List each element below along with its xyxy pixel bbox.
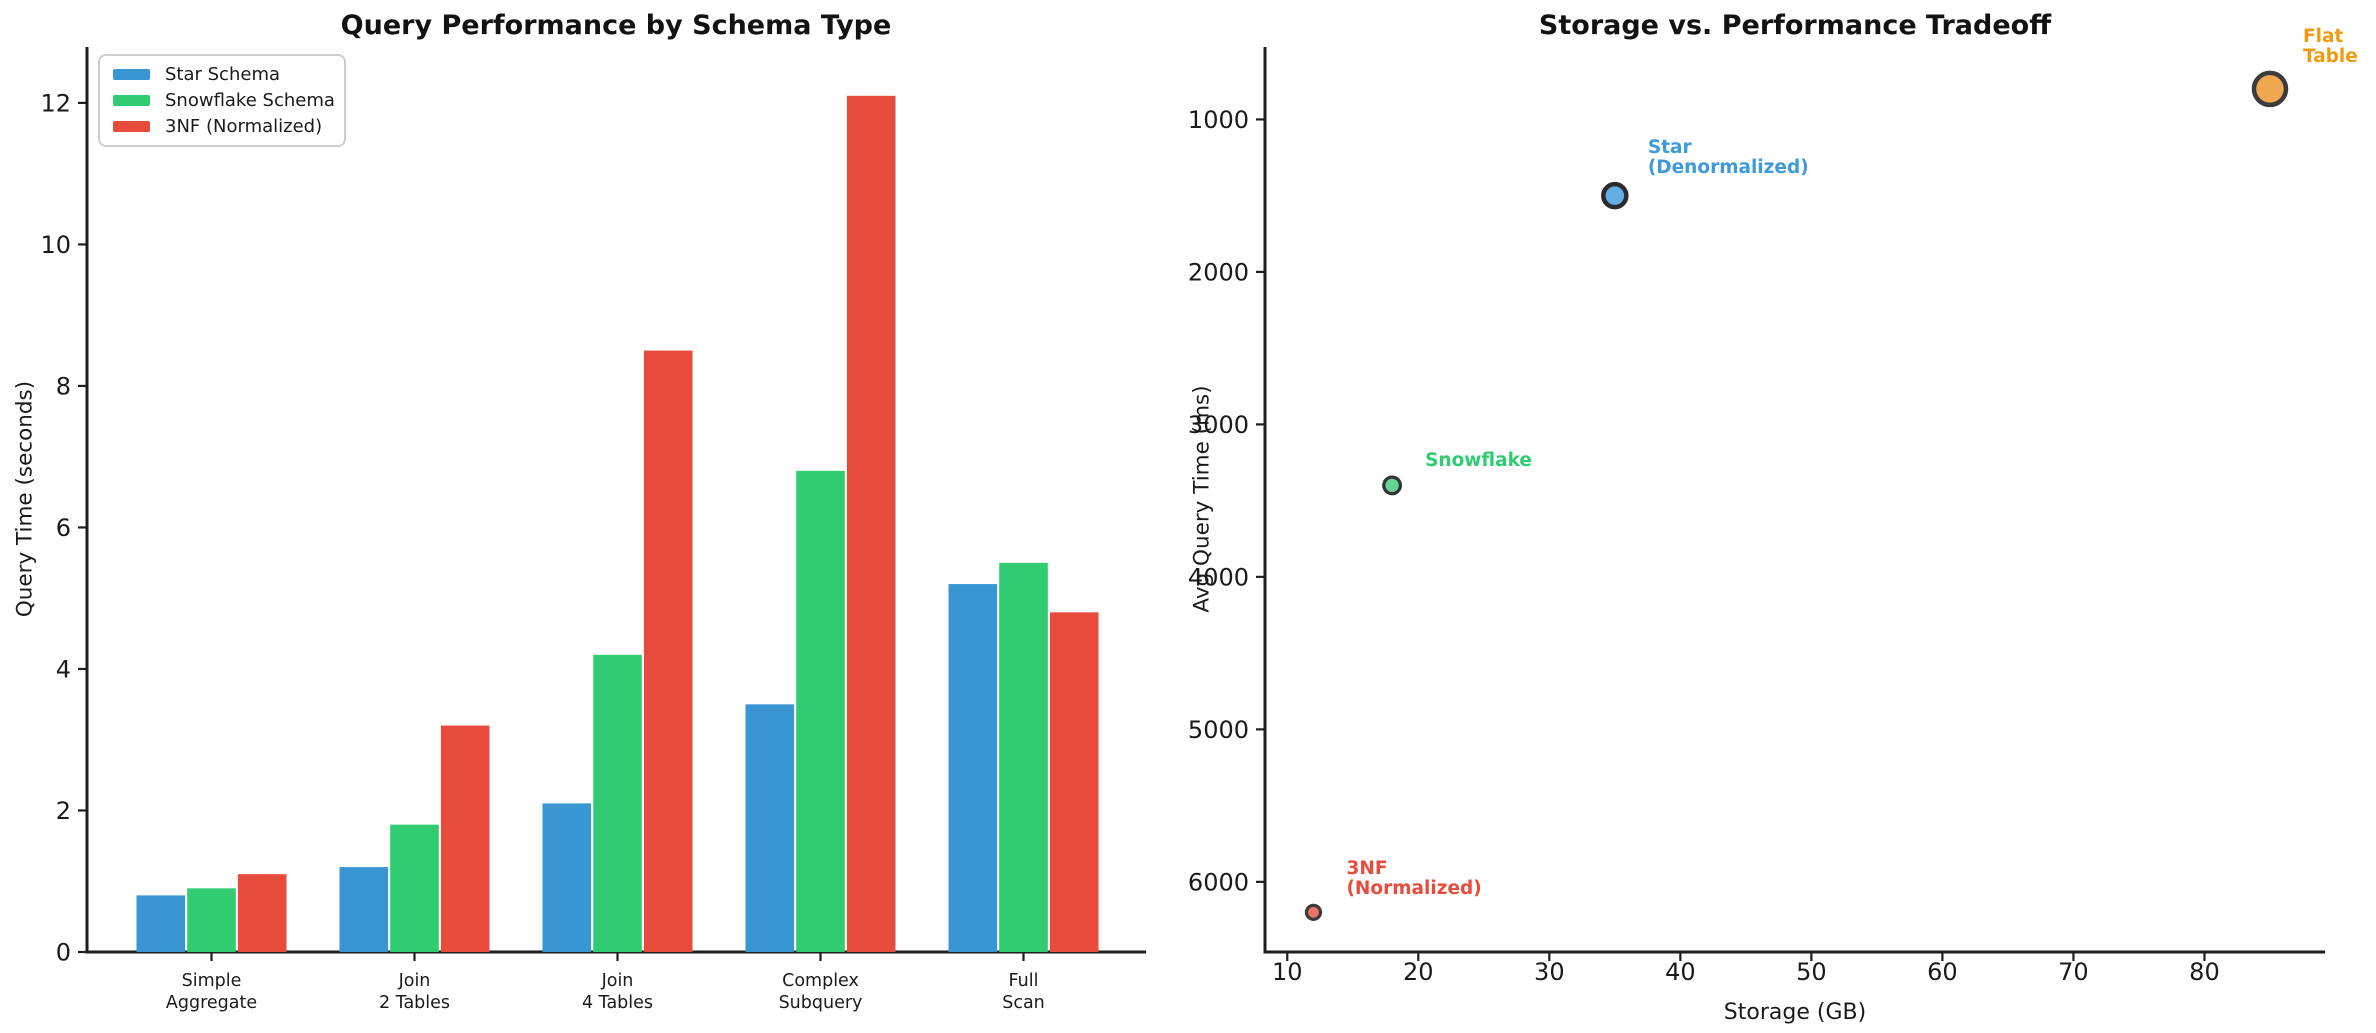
legend-label-snowflake-schema: Snowflake Schema xyxy=(165,90,335,111)
scatter-y-tick-label: 2000 xyxy=(1188,258,1249,286)
bar-y-tick-label: 6 xyxy=(56,514,71,542)
bar-y-tick-label: 10 xyxy=(40,231,71,259)
bar-3nf-normalized- xyxy=(846,95,896,952)
legend-item-star-schema: Star Schema xyxy=(113,64,331,85)
bar-snowflake-schema xyxy=(999,562,1048,952)
scatter-x-tick-label: 80 xyxy=(2189,958,2220,986)
scatter-y-axis-label: Avg Query Time (ms) xyxy=(1189,385,1215,613)
legend-item-3nf-normalized: 3NF (Normalized) xyxy=(113,116,331,137)
bar-snowflake-schema xyxy=(593,654,642,952)
bar-3nf-normalized- xyxy=(1049,612,1099,952)
scatter-y-tick-label: 3000 xyxy=(1188,411,1249,439)
legend-item-snowflake-schema: Snowflake Schema xyxy=(113,90,335,111)
bar-category-label: 2 Tables xyxy=(379,993,450,1013)
scatter-x-tick-label: 20 xyxy=(1403,958,1434,986)
bar-category-label: Subquery xyxy=(779,993,863,1013)
scatter-point-star xyxy=(1601,181,1629,210)
bar-y-tick-label: 0 xyxy=(56,939,71,967)
scatter-y-tick-label: 5000 xyxy=(1188,716,1249,744)
bar-chart-y-axis-label: Query Time (seconds) xyxy=(12,380,38,618)
bar-3nf-normalized- xyxy=(440,725,490,952)
bar-3nf-normalized- xyxy=(643,350,693,952)
scatter-x-tick-label: 70 xyxy=(2058,958,2089,986)
scatter-x-tick-label: 30 xyxy=(1534,958,1565,986)
scatter-point-label-3nf: 3NF (Normalized) xyxy=(1346,858,1482,900)
scatter-x-tick-label: 10 xyxy=(1272,958,1303,986)
scatter-y-tick-label: 1000 xyxy=(1188,106,1249,134)
bar-category-label: Simple xyxy=(182,971,242,991)
legend-swatch-3nf-normalized xyxy=(113,121,150,132)
bar-star-schema xyxy=(745,704,795,952)
bar-chart-title: Query Performance by Schema Type xyxy=(340,10,892,41)
scatter-chart-title: Storage vs. Performance Tradeoff xyxy=(1538,10,2052,41)
legend-swatch-star-schema xyxy=(113,69,150,80)
bar-star-schema xyxy=(339,867,389,952)
bar-category-label: Full xyxy=(1009,971,1039,991)
legend: Star Schema Snowflake Schema 3NF (Normal… xyxy=(98,54,346,147)
scatter-y-tick-label: 4000 xyxy=(1188,563,1249,591)
scatter-point-label-flat: Flat Table xyxy=(2302,25,2358,67)
bar-snowflake-schema xyxy=(187,888,236,952)
bar-y-tick-label: 4 xyxy=(56,655,71,683)
legend-swatch-snowflake-schema xyxy=(113,95,150,106)
scatter-point-label-snowflake: Snowflake xyxy=(1425,450,1532,472)
scatter-x-tick-label: 60 xyxy=(1927,958,1958,986)
scatter-point-flat xyxy=(2251,70,2289,108)
bar-category-label: Join xyxy=(601,971,634,991)
bar-star-schema xyxy=(948,584,998,952)
scatter-point-3nf xyxy=(1304,903,1323,921)
bar-star-schema xyxy=(136,895,186,952)
bar-y-tick-label: 2 xyxy=(56,797,71,825)
scatter-x-axis-label: Storage (GB) xyxy=(1723,1000,1867,1025)
bar-category-label: Join xyxy=(398,971,431,991)
bar-3nf-normalized- xyxy=(237,874,287,952)
bar-snowflake-schema xyxy=(390,824,439,952)
bar-category-label: Complex xyxy=(782,971,859,991)
scatter-point-label-star: Star (Denormalized) xyxy=(1647,137,1809,179)
bar-snowflake-schema xyxy=(796,470,845,952)
legend-label-3nf-normalized: 3NF (Normalized) xyxy=(165,116,323,137)
scatter-x-tick-label: 40 xyxy=(1665,958,1696,986)
bar-category-label: Scan xyxy=(1002,993,1045,1013)
legend-label-star-schema: Star Schema xyxy=(165,64,281,85)
bar-star-schema xyxy=(542,803,592,952)
scatter-axes xyxy=(1263,47,2325,954)
scatter-point-snowflake xyxy=(1382,475,1402,496)
bar-y-tick-label: 12 xyxy=(40,89,71,117)
bar-y-tick-label: 8 xyxy=(56,372,71,400)
scatter-x-tick-label: 50 xyxy=(1796,958,1827,986)
bar-category-label: Aggregate xyxy=(166,993,257,1013)
bar-category-label: 4 Tables xyxy=(582,993,653,1013)
scatter-y-tick-label: 6000 xyxy=(1188,868,1249,896)
